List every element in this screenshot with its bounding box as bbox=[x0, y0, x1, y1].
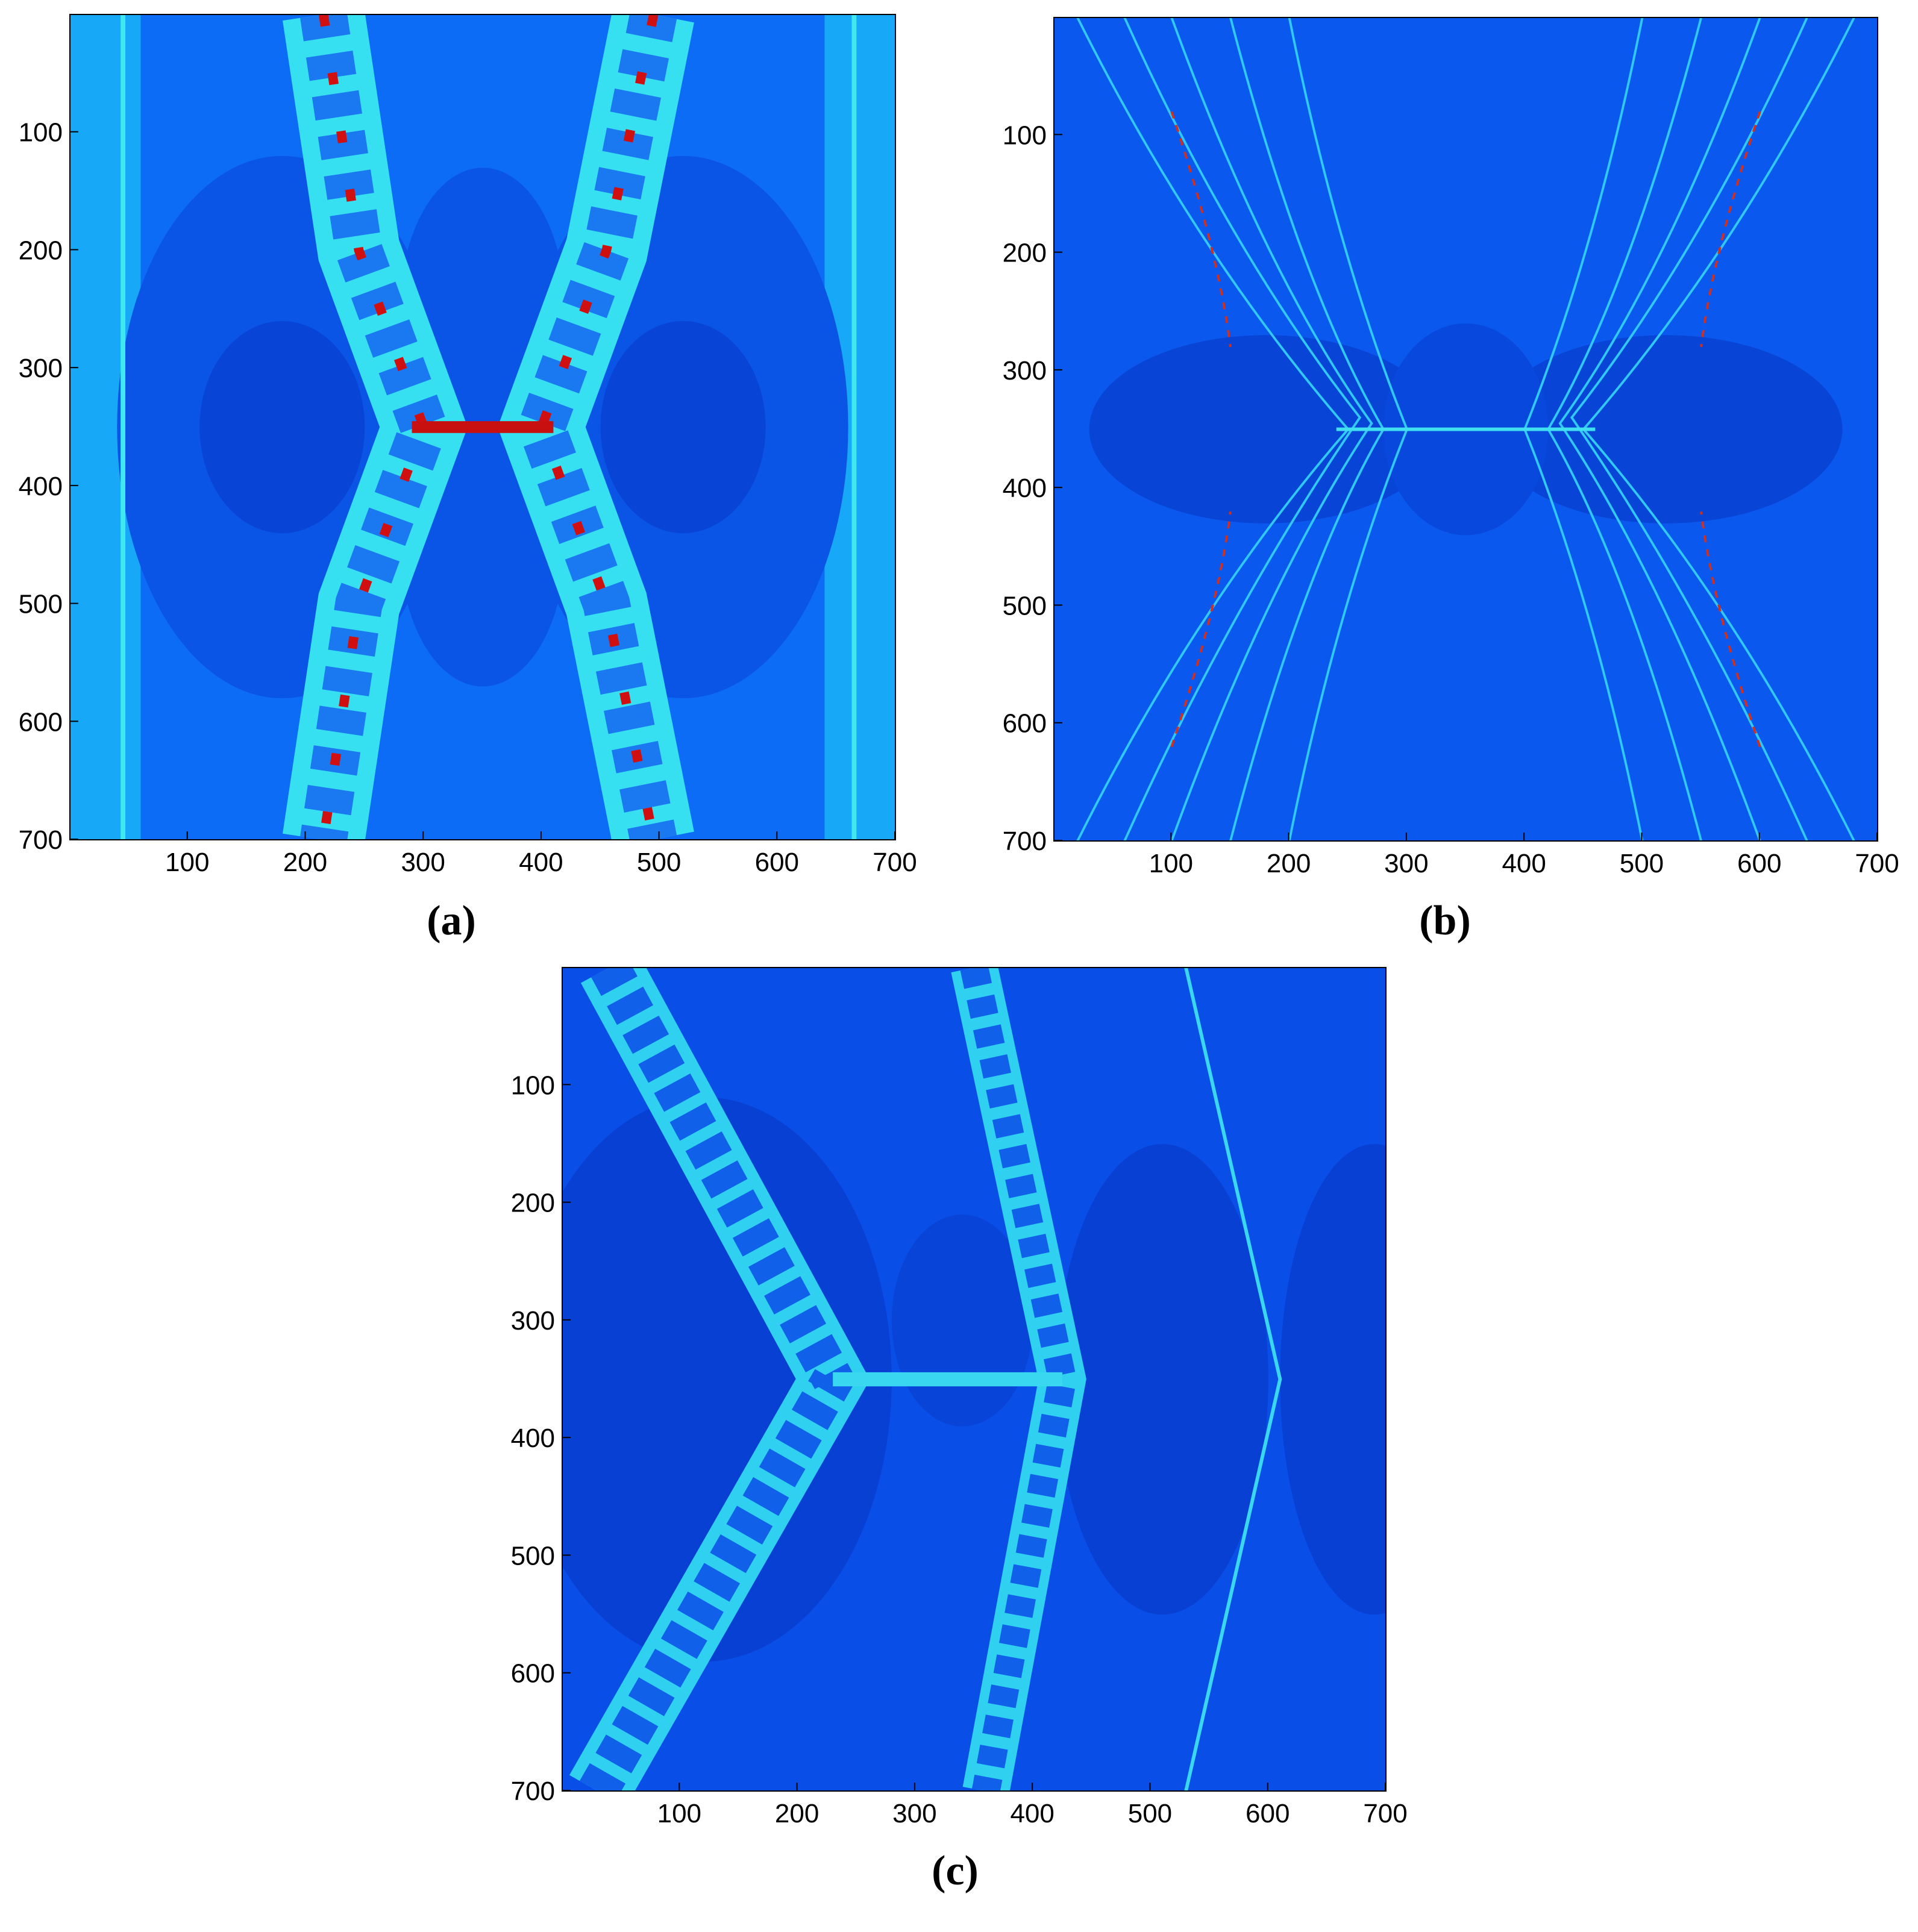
x-tick-label: 400 bbox=[1502, 849, 1546, 878]
x-tick-label: 400 bbox=[519, 848, 563, 877]
plot-frame bbox=[562, 967, 1387, 1792]
x-tick-label: 200 bbox=[1267, 849, 1311, 878]
plot-frame bbox=[69, 14, 896, 840]
x-tick-label: 600 bbox=[755, 848, 799, 877]
y-tick-label: 200 bbox=[511, 1189, 555, 1218]
x-tick-label: 300 bbox=[1384, 849, 1428, 878]
panel-caption: (a) bbox=[427, 898, 476, 944]
y-tick-label: 500 bbox=[1003, 591, 1047, 621]
x-tick-label: 200 bbox=[775, 1799, 819, 1828]
fractal-image bbox=[1054, 17, 1878, 842]
y-tick-label: 600 bbox=[1003, 709, 1047, 739]
x-tick-label: 400 bbox=[1010, 1799, 1054, 1828]
y-tick-label: 400 bbox=[1003, 474, 1047, 503]
plot-frame bbox=[1053, 17, 1878, 842]
y-tick-label: 200 bbox=[19, 236, 63, 265]
x-tick-label: 200 bbox=[283, 848, 327, 877]
panel-caption: (b) bbox=[1419, 898, 1471, 944]
y-tick-label: 700 bbox=[19, 825, 63, 855]
panel-caption: (c) bbox=[932, 1848, 979, 1894]
x-tick-label: 100 bbox=[657, 1799, 701, 1828]
x-tick-label: 500 bbox=[1128, 1799, 1172, 1828]
y-tick-label: 500 bbox=[19, 590, 63, 619]
x-tick-label: 600 bbox=[1737, 849, 1781, 878]
x-tick-label: 500 bbox=[637, 848, 681, 877]
x-tick-label: 300 bbox=[401, 848, 445, 877]
y-tick-label: 500 bbox=[511, 1541, 555, 1571]
x-tick-label: 100 bbox=[1149, 849, 1193, 878]
y-tick-label: 300 bbox=[1003, 356, 1047, 386]
y-tick-label: 700 bbox=[1003, 827, 1047, 856]
y-tick-label: 300 bbox=[19, 354, 63, 383]
y-tick-label: 100 bbox=[511, 1071, 555, 1100]
y-tick-label: 700 bbox=[511, 1777, 555, 1806]
y-tick-label: 100 bbox=[1003, 120, 1047, 150]
y-tick-label: 600 bbox=[19, 707, 63, 737]
y-tick-label: 400 bbox=[511, 1424, 555, 1453]
fractal-image bbox=[70, 14, 895, 840]
fractal-image bbox=[562, 968, 1387, 1792]
x-tick-label: 700 bbox=[1363, 1799, 1407, 1828]
y-tick-label: 100 bbox=[19, 118, 63, 148]
y-tick-label: 300 bbox=[511, 1306, 555, 1336]
y-tick-label: 600 bbox=[511, 1659, 555, 1689]
x-tick-label: 700 bbox=[873, 848, 917, 877]
x-tick-label: 500 bbox=[1620, 849, 1664, 878]
x-tick-label: 300 bbox=[892, 1799, 936, 1828]
x-tick-label: 600 bbox=[1246, 1799, 1290, 1828]
x-tick-label: 700 bbox=[1855, 849, 1899, 878]
x-tick-label: 100 bbox=[165, 848, 209, 877]
y-tick-label: 200 bbox=[1003, 239, 1047, 268]
y-tick-label: 400 bbox=[19, 472, 63, 501]
